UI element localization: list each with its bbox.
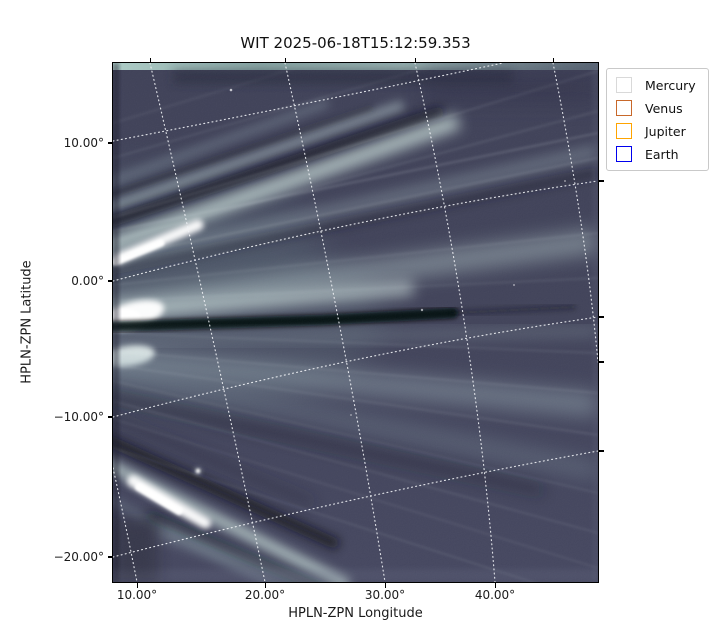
figure-title: WIT 2025-06-18T15:12:59.353	[240, 34, 471, 52]
legend-item-jupiter: Jupiter	[616, 122, 696, 140]
top-tick-mark	[149, 57, 151, 62]
top-tick-mark	[414, 57, 416, 62]
y-tick-mark	[107, 142, 112, 144]
x-axis-label: HPLN-ZPN Longitude	[288, 606, 423, 621]
top-tick-mark	[552, 57, 554, 62]
x-tick-mark	[384, 583, 386, 588]
mercury-marker-icon	[616, 77, 632, 93]
y-tick-label: 10.00°	[63, 135, 104, 150]
right-tick-mark	[599, 180, 604, 182]
x-tick-label: 40.00°	[474, 588, 516, 602]
legend-label-venus: Venus	[645, 100, 683, 116]
x-tick-mark	[494, 583, 496, 588]
y-tick-mark	[107, 416, 112, 418]
right-tick-mark	[599, 450, 604, 452]
right-tick-mark	[599, 316, 604, 318]
right-tick-mark	[599, 361, 604, 363]
jupiter-marker-icon	[616, 123, 632, 139]
legend-item-venus: Venus	[616, 99, 696, 117]
y-tick-label: −10.00°	[53, 409, 104, 424]
x-tick-label: 30.00°	[364, 588, 406, 602]
y-tick-mark	[107, 556, 112, 558]
y-tick-label: 0.00°	[71, 273, 104, 288]
y-tick-mark	[107, 280, 112, 282]
x-tick-mark	[136, 583, 138, 588]
y-tick-label: −20.00°	[53, 549, 104, 564]
legend-label-earth: Earth	[645, 146, 679, 162]
legend-label-jupiter: Jupiter	[645, 123, 686, 139]
top-tick-mark	[284, 57, 286, 62]
x-tick-label: 20.00°	[244, 588, 286, 602]
wispr-image	[113, 63, 598, 582]
legend-item-earth: Earth	[616, 145, 696, 163]
x-tick-label: 10.00°	[116, 588, 158, 602]
legend-item-mercury: Mercury	[616, 76, 696, 94]
x-tick-mark	[264, 583, 266, 588]
legend: Mercury Venus Jupiter Earth	[606, 68, 709, 171]
legend-label-mercury: Mercury	[645, 77, 696, 93]
venus-marker-icon	[616, 100, 632, 116]
earth-marker-icon	[616, 146, 632, 162]
